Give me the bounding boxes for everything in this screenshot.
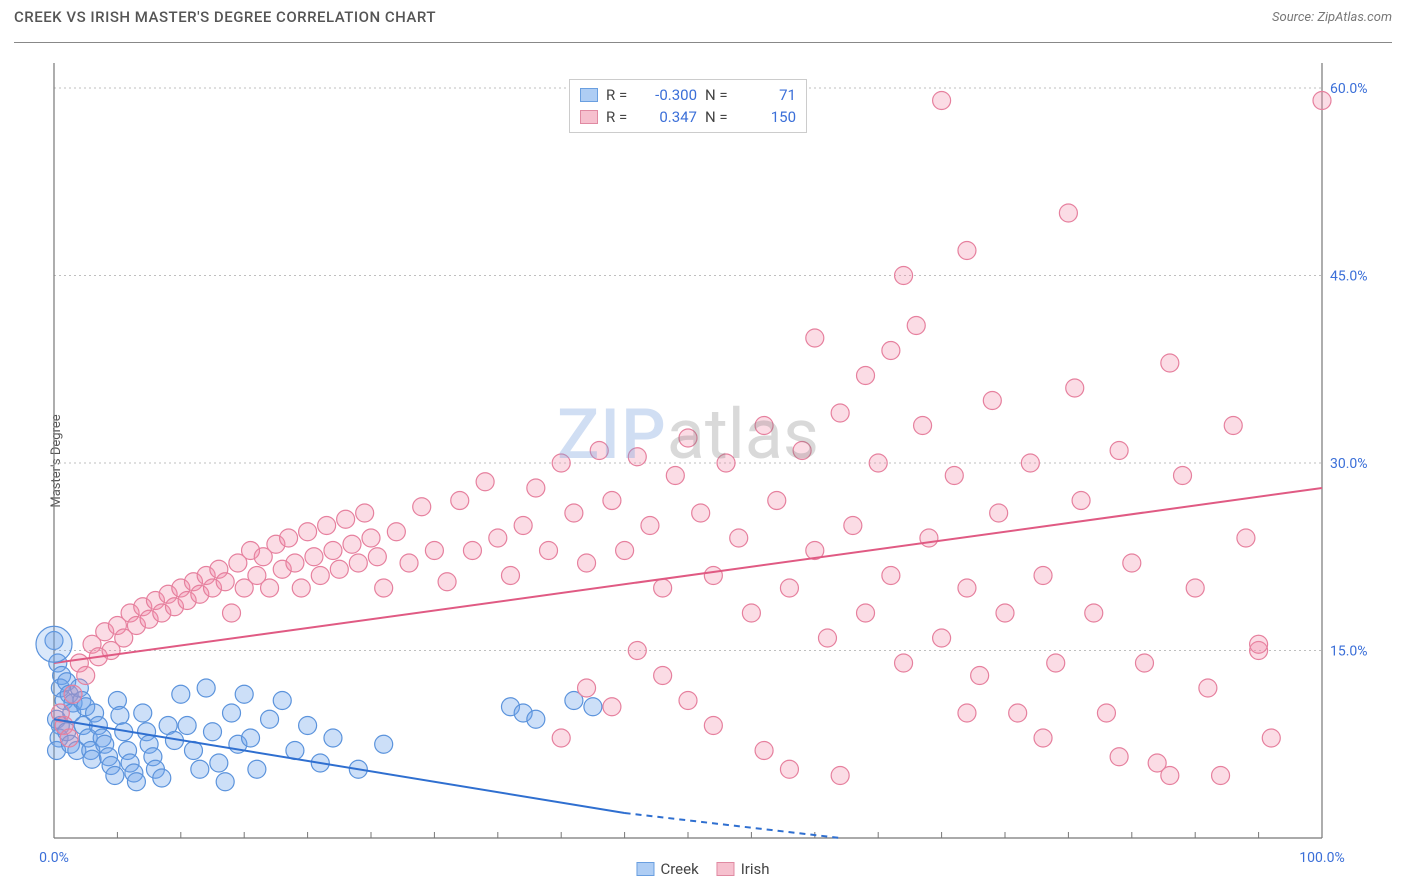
stat-n-val-0: 71 [741,84,796,106]
stat-n-label-1: N = [705,106,733,128]
stat-r-val-1: 0.347 [642,106,697,128]
chart-area: Master's Degree 15.0%30.0%45.0%60.0%0.0%… [14,42,1392,878]
chart-title: CREEK VS IRISH MASTER'S DEGREE CORRELATI… [14,8,436,26]
legend-item-creek: Creek [636,860,698,878]
stat-r-label-1: R = [606,106,634,128]
swatch-creek [580,88,598,102]
svg-text:15.0%: 15.0% [1330,644,1368,660]
bottom-legend: Creek Irish [636,860,769,878]
source-label: Source: [1272,10,1314,25]
svg-text:45.0%: 45.0% [1330,269,1368,285]
stats-legend-box: R = -0.300 N = 71 R = 0.347 N = 150 [569,79,807,133]
plot-area: 15.0%30.0%45.0%60.0%0.0%100.0% ZIPatlas … [54,63,1322,838]
swatch-irish [580,110,598,124]
stat-r-val-0: -0.300 [642,84,697,106]
stat-n-val-1: 150 [741,106,796,128]
legend-swatch-creek [636,862,654,876]
svg-text:30.0%: 30.0% [1330,456,1368,472]
chart-source: Source: ZipAtlas.com [1272,10,1392,25]
legend-label-irish: Irish [741,860,770,878]
stat-r-label-0: R = [606,84,634,106]
legend-label-creek: Creek [660,860,698,878]
stats-row-irish: R = 0.347 N = 150 [580,106,796,128]
stats-row-creek: R = -0.300 N = 71 [580,84,796,106]
svg-text:0.0%: 0.0% [39,850,69,866]
svg-text:60.0%: 60.0% [1330,81,1368,97]
legend-swatch-irish [717,862,735,876]
legend-item-irish: Irish [717,860,770,878]
svg-text:100.0%: 100.0% [1299,850,1344,866]
chart-header: CREEK VS IRISH MASTER'S DEGREE CORRELATI… [0,0,1406,30]
stat-n-label-0: N = [705,84,733,106]
plot-svg: 15.0%30.0%45.0%60.0%0.0%100.0% [54,63,1322,838]
source-name: ZipAtlas.com [1317,10,1392,25]
